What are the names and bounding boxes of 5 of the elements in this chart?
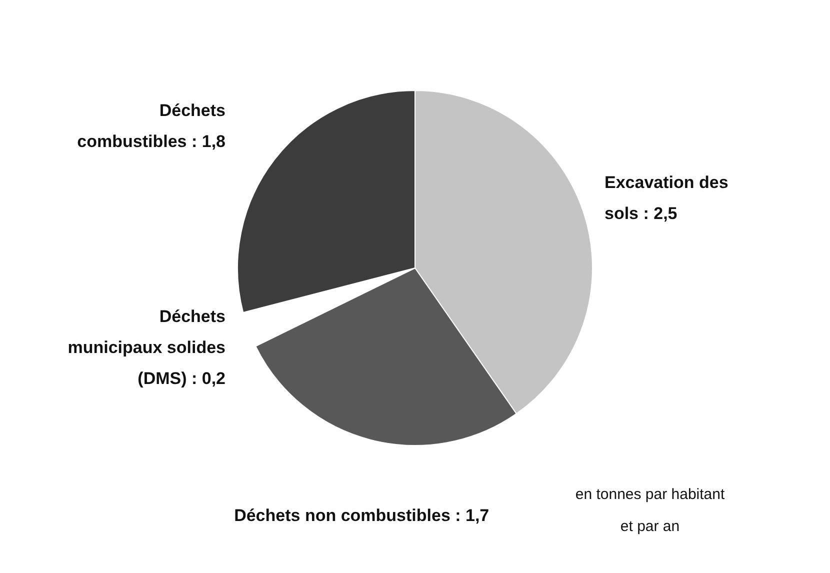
text: en tonnes par habitant et par an	[575, 486, 726, 536]
slice-label: Déchets municipaux solides (DMS) : 0,2	[68, 306, 226, 388]
slice-label: Déchets non combustibles : 1,7	[234, 506, 490, 526]
slice-label: Déchets combustibles : 1,8	[77, 100, 226, 151]
slice-label: Excavation des sols : 2,5	[604, 173, 728, 224]
